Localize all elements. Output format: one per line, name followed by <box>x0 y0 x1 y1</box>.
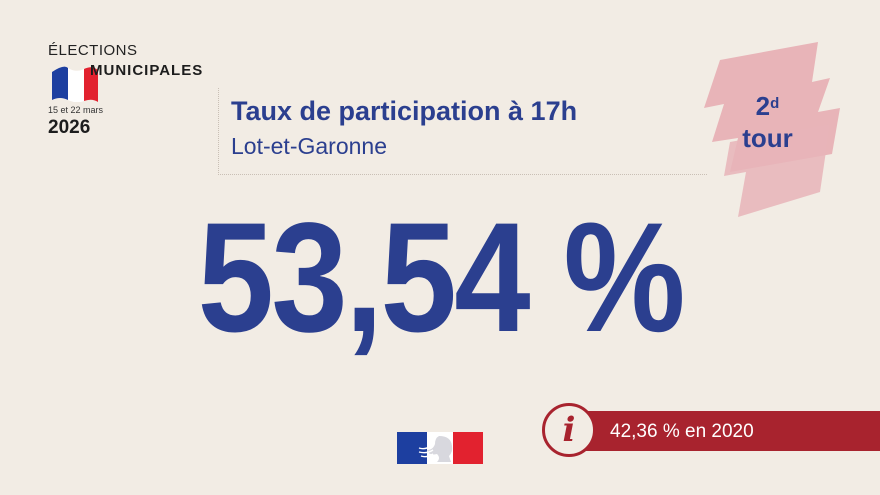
tour-label: 2d tour <box>690 90 845 154</box>
info-band <box>582 411 880 451</box>
page-title: Taux de participation à 17h <box>231 96 578 126</box>
header-box: Taux de participation à 17h Lot-et-Garon… <box>218 88 707 175</box>
participation-rate: 53,54 % <box>197 191 686 365</box>
tour-badge: 2d tour <box>690 42 845 217</box>
logo-year: 2026 <box>48 117 91 138</box>
logo-elections-text: ÉLECTIONS <box>48 42 138 59</box>
tour-badge-shape <box>704 42 840 217</box>
department-name: Lot-et-Garonne <box>231 133 387 159</box>
logo-dates: 15 et 22 mars <box>48 105 104 115</box>
elections-logo: ÉLECTIONS MUNICIPALES 15 et 22 mars 2026 <box>48 42 218 142</box>
previous-rate-text: 42,36 % en 2020 <box>610 421 754 442</box>
tour-number: 2 <box>755 91 771 121</box>
tour-superscript: d <box>770 95 780 112</box>
info-box: 42,36 % en 2020 i <box>542 403 880 459</box>
tour-word: tour <box>742 123 793 153</box>
french-flag-icon <box>52 66 98 102</box>
logo-municipales-text: MUNICIPALES <box>90 62 204 79</box>
marianne-logo-icon <box>397 432 483 464</box>
info-icon: i <box>542 403 596 457</box>
